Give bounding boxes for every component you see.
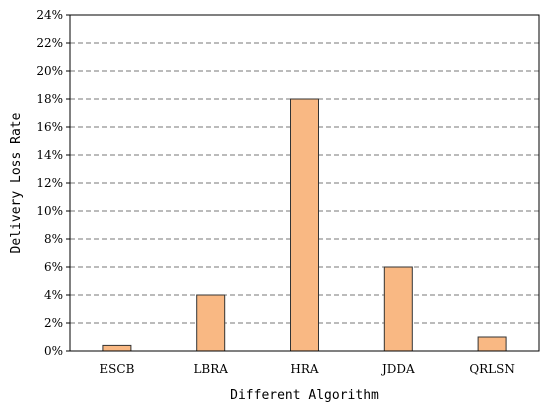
bars	[102, 98, 507, 352]
y-tick-label: 12%	[36, 176, 63, 190]
y-tick-label: 22%	[36, 36, 63, 50]
bar-escb	[102, 344, 132, 352]
y-axis-ticks: 0% 2% 4% 6% 8% 10% 12% 14% 16% 18% 20% 22% 24%	[36, 8, 70, 358]
bar-lbra	[196, 294, 226, 352]
y-tick-label: 14%	[36, 148, 63, 162]
x-tick-label: QRLSN	[469, 362, 515, 376]
y-tick-label: 2%	[44, 316, 63, 330]
y-tick-label: 16%	[36, 120, 63, 134]
y-tick-label: 6%	[44, 260, 63, 274]
x-tick-label: LBRA	[193, 362, 228, 376]
x-tick-label: JDDA	[380, 362, 415, 376]
y-axis-title: Delivery Loss Rate	[9, 112, 24, 253]
y-tick-label: 10%	[36, 204, 63, 218]
x-axis-title: Different Algorithm	[230, 388, 379, 403]
bar-qrlsn	[477, 336, 507, 352]
bar-jdda	[383, 266, 413, 352]
y-tick-label: 8%	[44, 232, 63, 246]
y-tick-label: 18%	[36, 92, 63, 106]
y-tick-label: 24%	[36, 8, 63, 22]
y-tick-label: 0%	[44, 344, 63, 358]
bar-hra	[290, 98, 319, 352]
y-tick-label: 4%	[44, 288, 63, 302]
x-tick-label: ESCB	[99, 362, 134, 376]
x-axis-labels: ESCB LBRA HRA JDDA QRLSN	[99, 362, 514, 376]
y-tick-label: 20%	[36, 64, 63, 78]
x-tick-label: HRA	[290, 362, 319, 376]
